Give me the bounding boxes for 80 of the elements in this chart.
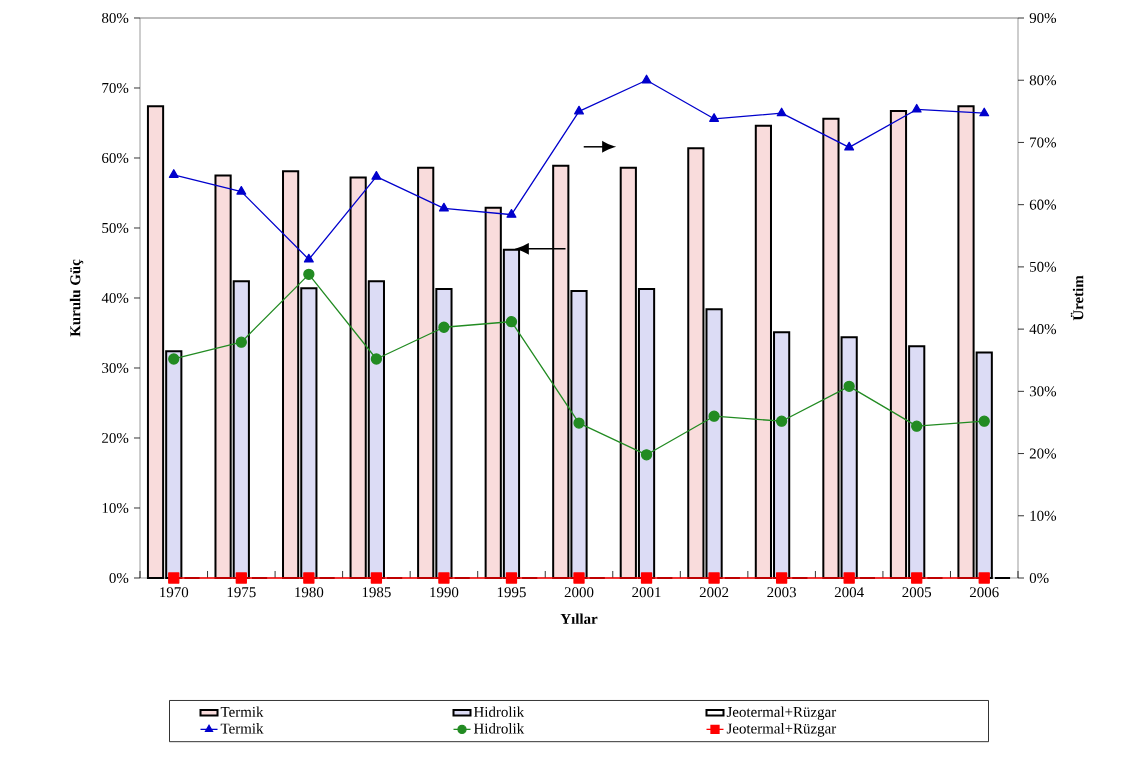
point (303, 268, 315, 281)
point (573, 417, 585, 429)
point (303, 253, 314, 263)
y-tick-label: 80% (101, 12, 129, 24)
point (505, 572, 518, 584)
y-axis-title: Kurulu Güç (69, 259, 84, 337)
y2-axis-title: Üretim (1070, 275, 1084, 321)
point (708, 410, 720, 422)
x-tick-label: 1995 (497, 587, 526, 598)
x-tick-label: 2005 (902, 587, 932, 598)
point (371, 171, 382, 180)
y-tick-label: 60% (102, 152, 129, 164)
legend-label: Jeotermal+Rüzgar (726, 706, 837, 721)
y2-tick-label: 0% (1029, 572, 1049, 584)
y2-tick-label: 70% (1030, 137, 1057, 148)
y2-tick-label: 10% (1030, 510, 1057, 521)
legend-label: Jeotermal+Rüzgar (726, 723, 837, 737)
point (438, 202, 449, 212)
y-tick-label: 70% (102, 82, 129, 94)
y2-tick-label: 80% (1029, 75, 1057, 86)
y2-tick-label: 40% (1029, 324, 1057, 335)
point (641, 74, 652, 84)
point (506, 208, 517, 218)
x-tick-label: 1990 (430, 587, 459, 598)
y-tick-label: 10% (102, 502, 129, 514)
y-tick-label: 40% (101, 292, 129, 304)
y-tick-label: 20% (102, 432, 129, 444)
point (640, 572, 653, 584)
point (979, 107, 990, 117)
x-tick-label: 2002 (699, 587, 729, 598)
y-tick-label: 30% (102, 362, 129, 374)
x-tick-label: 2006 (969, 587, 999, 598)
point (911, 420, 923, 432)
y2-tick-label: 50% (1030, 261, 1057, 272)
y-tick-label: 50% (102, 222, 129, 234)
point (168, 353, 180, 365)
point (370, 353, 383, 365)
point (370, 572, 383, 584)
point (168, 169, 179, 178)
x-tick-label: 1980 (295, 587, 324, 598)
point (978, 415, 990, 427)
x-tick-label: 2003 (767, 587, 796, 598)
x-tick-label: 2001 (632, 587, 661, 598)
point (708, 572, 720, 584)
legend-label: Termik (220, 723, 264, 734)
x-tick-label: 2000 (564, 587, 594, 598)
x-tick-label: 1985 (362, 587, 391, 598)
y2-tick-label: 30% (1029, 386, 1057, 397)
point (574, 105, 584, 115)
legend-label: Hidrolik (473, 706, 525, 717)
y2-tick-label: 60% (1029, 199, 1057, 210)
y-tick-label: 0% (109, 572, 129, 584)
point (775, 572, 788, 584)
point (168, 572, 180, 584)
point (235, 572, 247, 584)
x-tick-label: 1970 (160, 587, 189, 598)
x-tick-label: 2004 (834, 587, 864, 598)
point (843, 380, 855, 393)
point (776, 107, 787, 117)
point (235, 336, 247, 348)
legend-label: Hidrolik (473, 723, 525, 734)
point (303, 572, 315, 584)
point (438, 321, 450, 333)
y2-tick-label: 90% (1029, 12, 1057, 24)
point (505, 316, 518, 328)
point (709, 113, 720, 122)
legend-label: Termik (220, 706, 264, 717)
point (911, 103, 922, 113)
point (573, 572, 585, 584)
y2-tick-label: 20% (1029, 448, 1057, 459)
point (236, 185, 247, 195)
x-tick-label: 1975 (227, 587, 256, 598)
point (438, 572, 450, 584)
point (775, 415, 788, 427)
point (911, 572, 923, 584)
point (978, 572, 990, 584)
point (640, 449, 653, 461)
x-axis-title: Yıllar (560, 613, 598, 624)
point (843, 572, 855, 584)
point (844, 141, 855, 151)
